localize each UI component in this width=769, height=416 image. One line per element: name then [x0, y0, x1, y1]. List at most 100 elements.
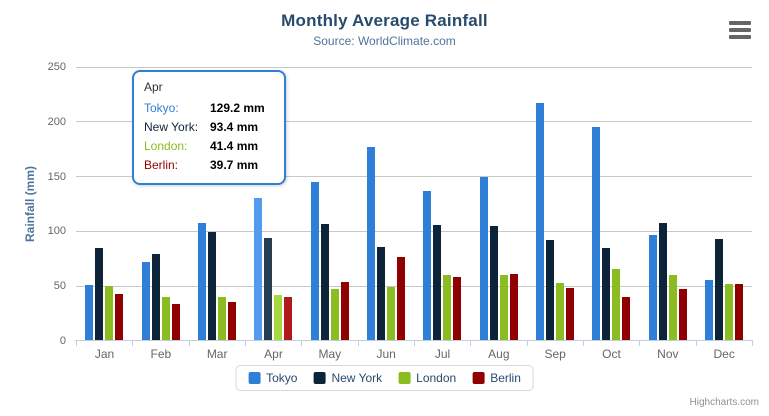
gridline-50	[76, 285, 752, 287]
bar-berlin-jun[interactable]	[396, 257, 405, 340]
bar-tokyo-apr[interactable]	[254, 198, 263, 340]
plot-area	[75, 66, 753, 346]
tooltip-row-london-: London: 41.4 mm	[144, 137, 274, 156]
y-axis-label-100: 100	[47, 225, 66, 238]
bar-new-york-jun[interactable]	[376, 247, 385, 340]
bar-london-nov[interactable]	[668, 275, 677, 340]
x-axis-label-mar: Mar	[206, 347, 228, 361]
bar-berlin-oct[interactable]	[622, 297, 631, 340]
bar-berlin-jan[interactable]	[115, 293, 124, 340]
legend-item-tokyo[interactable]: Tokyo	[248, 371, 297, 385]
bar-berlin-nov[interactable]	[678, 288, 687, 340]
bar-new-york-dec[interactable]	[714, 238, 723, 340]
bar-new-york-mar[interactable]	[207, 232, 216, 340]
bar-london-jun[interactable]	[386, 287, 395, 340]
legend-swatch-berlin	[472, 372, 485, 384]
x-axis-label-apr: Apr	[264, 347, 283, 361]
bar-london-jan[interactable]	[105, 286, 114, 340]
y-axis-label-150: 150	[47, 170, 66, 183]
x-axis-label-aug: Aug	[488, 347, 510, 361]
bar-berlin-aug[interactable]	[509, 273, 518, 340]
legend-item-new-york[interactable]: New York	[313, 371, 382, 385]
legend-label-london: London	[416, 371, 457, 385]
legend-item-berlin[interactable]: Berlin	[472, 371, 521, 385]
gridline-250	[76, 66, 752, 68]
legend-swatch-london	[398, 372, 411, 384]
bar-tokyo-may[interactable]	[310, 182, 319, 340]
bar-berlin-jul[interactable]	[453, 277, 462, 340]
bar-london-mar[interactable]	[217, 296, 226, 340]
legend-label-berlin: Berlin	[490, 371, 521, 385]
bar-london-feb[interactable]	[161, 297, 170, 340]
bar-berlin-may[interactable]	[340, 282, 349, 340]
credits-link[interactable]: Highcharts.com	[689, 397, 759, 408]
bar-new-york-sep[interactable]	[545, 240, 554, 340]
legend-item-london[interactable]: London	[398, 371, 456, 385]
bar-berlin-feb[interactable]	[171, 303, 180, 340]
bar-new-york-nov[interactable]	[658, 223, 667, 340]
tooltip-series-value: 129.2 mm	[210, 101, 265, 115]
x-axis-tick	[583, 341, 584, 346]
legend-swatch-new-york	[313, 372, 326, 384]
bar-new-york-jan[interactable]	[95, 248, 104, 340]
bar-london-sep[interactable]	[555, 282, 564, 340]
gridline-150	[76, 176, 752, 178]
bar-tokyo-jan[interactable]	[85, 285, 94, 340]
x-axis-label-oct: Oct	[602, 347, 621, 361]
x-axis-label-jul: Jul	[434, 347, 451, 361]
tooltip-rows: Tokyo: 129.2 mm New York: 93.4 mm London: 41.…	[144, 99, 274, 175]
bar-new-york-jul[interactable]	[433, 224, 442, 340]
bar-tokyo-oct[interactable]	[592, 127, 601, 340]
x-axis-tick	[132, 341, 134, 346]
bar-berlin-apr[interactable]	[284, 296, 293, 340]
x-axis-tick	[188, 341, 190, 346]
bar-tokyo-dec[interactable]	[704, 280, 713, 340]
bar-new-york-oct[interactable]	[602, 248, 611, 340]
bar-london-dec[interactable]	[724, 283, 733, 340]
bar-london-may[interactable]	[330, 288, 339, 340]
legend-label-tokyo: Tokyo	[266, 371, 298, 385]
bar-berlin-sep[interactable]	[565, 287, 574, 340]
bar-tokyo-sep[interactable]	[535, 102, 544, 340]
x-axis-label-sep: Sep	[544, 347, 566, 361]
bar-london-aug[interactable]	[499, 274, 508, 340]
bar-berlin-dec[interactable]	[734, 284, 743, 340]
x-axis-tick	[526, 341, 528, 346]
tooltip-series-label: New York:	[144, 120, 199, 134]
x-axis-label-jun: Jun	[376, 347, 396, 361]
bar-new-york-may[interactable]	[320, 223, 329, 340]
bar-london-jul[interactable]	[443, 275, 452, 340]
bar-new-york-aug[interactable]	[489, 225, 498, 340]
tooltip-row-berlin-: Berlin: 39.7 mm	[144, 156, 274, 175]
tooltip-row-new-york-: New York: 93.4 mm	[144, 118, 274, 137]
x-axis-tick	[414, 341, 415, 346]
x-axis-label-may: May	[318, 347, 342, 361]
export-menu-icon[interactable]	[729, 21, 751, 39]
tooltip-header: Apr	[144, 80, 163, 94]
x-axis-line	[75, 340, 753, 341]
tooltip-series-value: 39.7 mm	[210, 158, 259, 172]
bar-tokyo-mar[interactable]	[197, 223, 206, 340]
x-axis-label-jan: Jan	[94, 347, 115, 361]
x-axis-tick	[752, 341, 753, 346]
tooltip-row-tokyo-: Tokyo: 129.2 mm	[144, 99, 274, 118]
y-axis-label-50: 50	[53, 280, 66, 293]
tooltip-series-value: 41.4 mm	[210, 139, 259, 153]
bar-tokyo-jul[interactable]	[423, 191, 432, 340]
bar-tokyo-feb[interactable]	[141, 261, 150, 340]
bar-new-york-apr[interactable]	[264, 237, 273, 340]
bar-tokyo-nov[interactable]	[648, 235, 657, 340]
bar-london-oct[interactable]	[612, 268, 621, 340]
bar-new-york-feb[interactable]	[151, 253, 160, 340]
tooltip-series-label: London:	[144, 139, 188, 153]
x-axis-tick	[470, 341, 472, 346]
x-axis-tick	[76, 341, 77, 346]
chart-title: Monthly Average Rainfall	[281, 11, 488, 30]
bar-london-apr[interactable]	[274, 294, 283, 340]
x-axis-tick	[245, 341, 246, 346]
bar-tokyo-aug[interactable]	[479, 177, 488, 340]
x-axis-label-feb: Feb	[150, 347, 172, 361]
chart-subtitle: Source: WorldClimate.com	[313, 34, 456, 48]
bar-tokyo-jun[interactable]	[366, 147, 375, 340]
bar-berlin-mar[interactable]	[227, 302, 236, 340]
